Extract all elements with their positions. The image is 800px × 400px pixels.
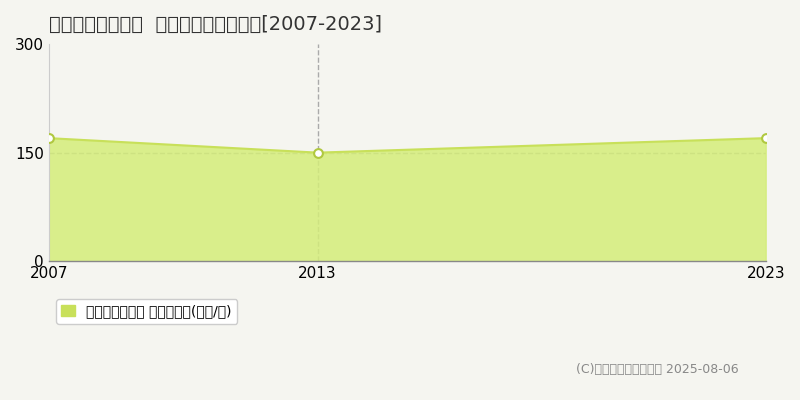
Text: 神戸市灘区高羽町  マンション価格推移[2007-2023]: 神戸市灘区高羽町 マンション価格推移[2007-2023] [49, 15, 382, 34]
Text: (C)土地価格ドットコム 2025-08-06: (C)土地価格ドットコム 2025-08-06 [576, 363, 738, 376]
Point [42, 135, 55, 141]
Point [311, 150, 324, 156]
Legend: マンション価格 平均坪単価(万円/坪): マンション価格 平均坪単価(万円/坪) [56, 299, 238, 324]
Point [759, 135, 772, 141]
